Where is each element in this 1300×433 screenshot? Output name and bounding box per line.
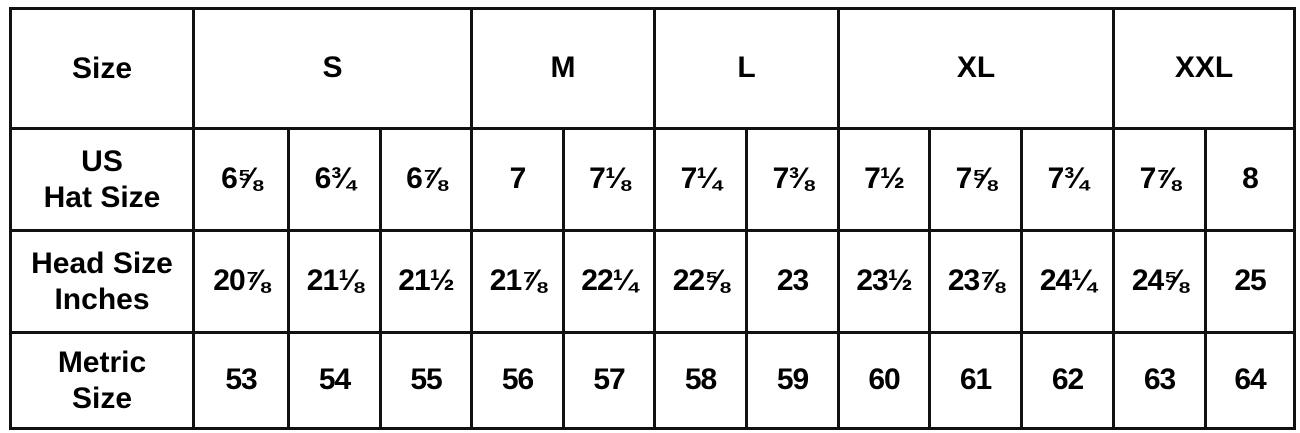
table-cell: 8 — [1204, 127, 1297, 232]
table-cell: 6⅞ — [379, 127, 473, 232]
size-group-header: L — [652, 7, 841, 130]
table-cell: 61 — [928, 331, 1024, 430]
row-label: US Hat Size — [9, 127, 195, 232]
header-size-label: Size — [9, 7, 195, 130]
table-cell: 20⅞ — [192, 229, 290, 334]
table-cell: 7½ — [837, 127, 932, 232]
row-label: Metric Size — [9, 331, 195, 430]
table-cell: 7 — [470, 127, 565, 232]
table-cell: 57 — [562, 331, 656, 430]
table-cell: 58 — [653, 331, 748, 430]
table-cell: 23 — [744, 229, 841, 334]
table-cell: 7⅛ — [562, 127, 656, 232]
table-cell: 23⅞ — [928, 229, 1024, 334]
table-cell: 7¼ — [653, 127, 748, 232]
table-cell: 22¼ — [562, 229, 656, 334]
table-cell: 25 — [1204, 229, 1297, 334]
table-cell: 63 — [1112, 331, 1208, 430]
header-row: Size S M L XL XXL — [9, 7, 1297, 130]
table-cell: 64 — [1204, 331, 1297, 430]
table-cell: 6¾ — [287, 127, 382, 232]
table-cell: 24⅝ — [1112, 229, 1208, 334]
table-cell: 21½ — [379, 229, 473, 334]
table-cell: 56 — [470, 331, 565, 430]
row-label-line: Hat Size — [43, 180, 161, 214]
row-label-line: Inches — [54, 282, 150, 316]
table-cell: 55 — [379, 331, 473, 430]
size-group-header: XXL — [1112, 7, 1297, 130]
table-cell: 22⅝ — [653, 229, 748, 334]
table-row: US Hat Size 6⅝ 6¾ 6⅞ 7 7⅛ 7¼ 7⅜ 7½ 7⅝ 7¾ 7⅞ 8 — [9, 127, 1297, 232]
table-cell: 60 — [837, 331, 932, 430]
row-label-line: US — [81, 145, 123, 179]
table-cell: 54 — [287, 331, 382, 430]
table-cell: 62 — [1020, 331, 1116, 430]
table-cell: 7¾ — [1020, 127, 1116, 232]
table-cell: 7⅞ — [1112, 127, 1208, 232]
table-cell: 24¼ — [1020, 229, 1116, 334]
table-row: Head Size Inches 20⅞ 21⅛ 21½ 21⅞ 22¼ 22⅝ 23 23½ 23… — [9, 229, 1297, 334]
table-cell: 7⅝ — [928, 127, 1024, 232]
table-cell: 6⅝ — [192, 127, 290, 232]
table-row: Metric Size 53 54 55 56 57 58 59 60 61 62 63 64 — [9, 331, 1297, 430]
table-cell: 23½ — [837, 229, 932, 334]
table-cell: 21⅛ — [287, 229, 382, 334]
table-cell: 21⅞ — [470, 229, 565, 334]
row-label: Head Size Inches — [9, 229, 195, 334]
hat-size-chart-table: Size S M L XL XXL US Hat Size 6⅝ 6¾ 6⅞ 7 7⅛ 7¼ 7⅜ 7½ 7⅝ 7… — [9, 7, 1297, 430]
table-cell: 53 — [192, 331, 290, 430]
size-group-header: M — [470, 7, 656, 130]
table-cell: 59 — [744, 331, 841, 430]
table-cell: 7⅜ — [744, 127, 841, 232]
row-label-line: Head Size — [31, 247, 173, 281]
size-group-header: S — [192, 7, 473, 130]
row-label-line: Metric — [57, 346, 147, 380]
row-label-line: Size — [71, 381, 133, 415]
size-group-header: XL — [837, 7, 1116, 130]
